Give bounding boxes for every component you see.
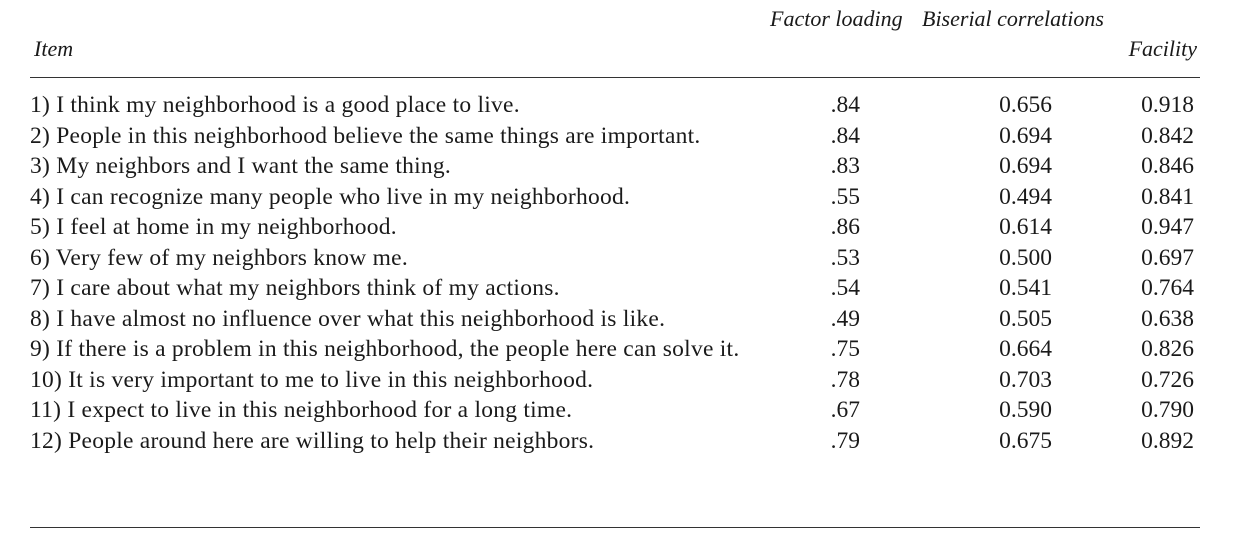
facility-value: 0.841 bbox=[1141, 183, 1194, 210]
facility-value: 0.947 bbox=[1141, 214, 1194, 240]
factor-loading-value: .75 bbox=[830, 336, 860, 362]
header-factor-loading: Factor loading bbox=[770, 6, 903, 31]
table-row: 9) If there is a problem in this neighbo… bbox=[30, 334, 1200, 365]
table-row: 1) I think my neighborhood is a good pla… bbox=[30, 90, 1200, 121]
biserial-value: 0.614 bbox=[999, 214, 1052, 240]
biserial-value: 0.494 bbox=[999, 183, 1052, 210]
item-text: 1) I think my neighborhood is a good pla… bbox=[30, 92, 520, 118]
table-row: 2) People in this neighborhood believe t… bbox=[30, 121, 1200, 152]
facility-value: 0.638 bbox=[1141, 305, 1194, 332]
facility-value: 0.764 bbox=[1141, 275, 1194, 301]
table-row: 6) Very few of my neighbors know me. .53… bbox=[30, 243, 1200, 274]
facility-value: 0.842 bbox=[1141, 122, 1194, 149]
biserial-value: 0.694 bbox=[999, 122, 1052, 149]
item-text: 5) I feel at home in my neighborhood. bbox=[30, 214, 397, 240]
item-text: 2) People in this neighborhood believe t… bbox=[30, 122, 701, 149]
item-text: 10) It is very important to me to live i… bbox=[30, 366, 594, 393]
table-row: 12) People around here are willing to he… bbox=[30, 426, 1200, 457]
header-biserial-correlations: Biserial correlations bbox=[922, 6, 1104, 31]
facility-value: 0.790 bbox=[1141, 397, 1194, 423]
table-row: 8) I have almost no influence over what … bbox=[30, 304, 1200, 335]
factor-loading-value: .49 bbox=[830, 305, 860, 332]
biserial-value: 0.656 bbox=[999, 92, 1052, 118]
biserial-value: 0.541 bbox=[999, 275, 1052, 301]
item-text: 11) I expect to live in this neighborhoo… bbox=[30, 397, 573, 423]
factor-loading-value: .55 bbox=[830, 183, 860, 210]
header-divider bbox=[30, 77, 1200, 78]
biserial-value: 0.694 bbox=[999, 153, 1052, 179]
table-row: 4) I can recognize many people who live … bbox=[30, 182, 1200, 213]
factor-loading-value: .67 bbox=[830, 397, 860, 423]
biserial-value: 0.590 bbox=[999, 397, 1052, 423]
factor-loading-value: .83 bbox=[830, 153, 860, 179]
item-text: 9) If there is a problem in this neighbo… bbox=[30, 336, 740, 362]
factor-loading-value: .86 bbox=[830, 214, 860, 240]
biserial-value: 0.703 bbox=[999, 366, 1052, 393]
table-row: 11) I expect to live in this neighborhoo… bbox=[30, 395, 1200, 426]
facility-value: 0.726 bbox=[1141, 366, 1194, 393]
facility-value: 0.918 bbox=[1141, 92, 1194, 118]
factor-loading-value: .54 bbox=[830, 275, 860, 301]
table-row: 5) I feel at home in my neighborhood. .8… bbox=[30, 212, 1200, 243]
factor-loading-value: .53 bbox=[830, 244, 860, 271]
table-bottom-rule bbox=[30, 527, 1200, 528]
biserial-value: 0.505 bbox=[999, 305, 1052, 332]
facility-value: 0.892 bbox=[1141, 427, 1194, 454]
table-row: 3) My neighbors and I want the same thin… bbox=[30, 151, 1200, 182]
factor-loading-value: .79 bbox=[830, 427, 860, 454]
item-text: 3) My neighbors and I want the same thin… bbox=[30, 153, 452, 179]
facility-value: 0.826 bbox=[1141, 336, 1194, 362]
survey-items-table: Item Factor loading Biserial correlation… bbox=[30, 0, 1200, 543]
item-text: 4) I can recognize many people who live … bbox=[30, 183, 631, 210]
factor-loading-value: .78 bbox=[830, 366, 860, 393]
item-text: 8) I have almost no influence over what … bbox=[30, 305, 666, 332]
header-item: Item bbox=[34, 36, 74, 61]
table-body: 1) I think my neighborhood is a good pla… bbox=[30, 90, 1200, 456]
factor-loading-value: .84 bbox=[830, 92, 860, 118]
biserial-value: 0.500 bbox=[999, 244, 1052, 271]
facility-value: 0.697 bbox=[1141, 244, 1194, 271]
table-row: 10) It is very important to me to live i… bbox=[30, 365, 1200, 396]
item-text: 7) I care about what my neighbors think … bbox=[30, 275, 560, 301]
facility-value: 0.846 bbox=[1141, 153, 1194, 179]
header-facility: Facility bbox=[1128, 36, 1197, 61]
factor-loading-value: .84 bbox=[830, 122, 860, 149]
biserial-value: 0.664 bbox=[999, 336, 1052, 362]
biserial-value: 0.675 bbox=[999, 427, 1052, 454]
table-row: 7) I care about what my neighbors think … bbox=[30, 273, 1200, 304]
item-text: 6) Very few of my neighbors know me. bbox=[30, 244, 408, 271]
item-text: 12) People around here are willing to he… bbox=[30, 427, 595, 454]
